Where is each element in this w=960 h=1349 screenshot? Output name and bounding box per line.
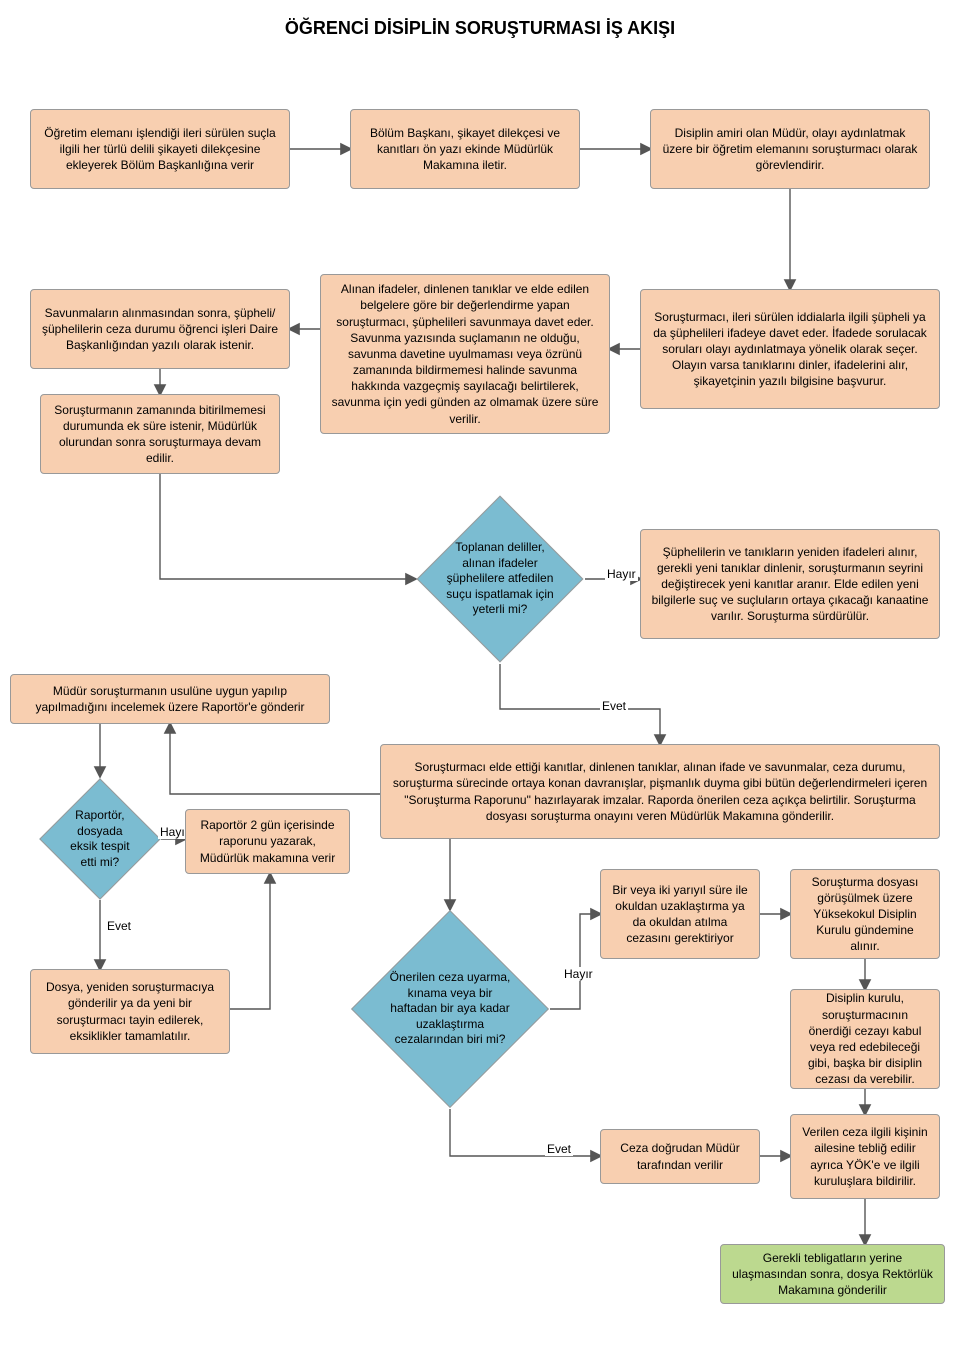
- process-n1: Öğretim elemanı işlendiği ileri sürülen …: [30, 109, 290, 189]
- process-n6a: Savunmaların alınmasından sonra, şüpheli…: [30, 289, 290, 369]
- process-n6b: Soruşturmanın zamanında bitirilmemesi du…: [40, 394, 280, 474]
- decision-d1: Toplanan deliller, alınan ifadeler şüphe…: [417, 496, 584, 663]
- edge-label-no-3: Hayır: [562, 967, 595, 981]
- terminator-n17: Gerekli tebligatların yerine ulaşmasında…: [720, 1244, 945, 1304]
- edge-label-yes-3: Evet: [545, 1142, 573, 1156]
- decision-d1-text: Toplanan deliller, alınan ifadeler şüphe…: [442, 536, 558, 622]
- process-n13: Soruşturma dosyası görüşülmek üzere Yüks…: [790, 869, 940, 959]
- process-n15: Ceza doğrudan Müdür tarafından verilir: [600, 1129, 760, 1184]
- process-n16: Verilen ceza ilgili kişinin ailesine teb…: [790, 1114, 940, 1199]
- decision-d3-text: Önerilen ceza uyarma, kınama veya bir ha…: [381, 966, 519, 1052]
- process-n14: Disiplin kurulu, soruşturmacının önerdiğ…: [790, 989, 940, 1089]
- process-n4: Soruşturmacı, ileri sürülen iddialarla i…: [640, 289, 940, 409]
- process-n3: Disiplin amiri olan Müdür, olayı aydınla…: [650, 109, 930, 189]
- edge-label-yes-1: Evet: [600, 699, 628, 713]
- decision-d2: Raportör, dosyada eksik tespit etti mi?: [39, 778, 161, 900]
- decision-d2-text: Raportör, dosyada eksik tespit etti mi?: [58, 804, 142, 874]
- process-n2: Bölüm Başkanı, şikayet dilekçesi ve kanı…: [350, 109, 580, 189]
- decision-d3: Önerilen ceza uyarma, kınama veya bir ha…: [351, 910, 549, 1108]
- process-n8: Müdür soruşturmanın usulüne uygun yapılı…: [10, 674, 330, 724]
- edge-label-yes-2: Evet: [105, 919, 133, 933]
- process-n5: Alınan ifadeler, dinlenen tanıklar ve el…: [320, 274, 610, 434]
- process-n7: Şüphelilerin ve tanıkların yeniden ifade…: [640, 529, 940, 639]
- process-n10: Raportör 2 gün içerisinde raporunu yazar…: [185, 809, 350, 874]
- flowchart-stage: Öğretim elemanı işlendiği ileri sürülen …: [0, 49, 960, 1349]
- edge-label-no-1: Hayır: [605, 567, 638, 581]
- process-n9: Soruşturmacı elde ettiği kanıtlar, dinle…: [380, 744, 940, 839]
- process-n12: Bir veya iki yarıyıl süre ile okuldan uz…: [600, 869, 760, 959]
- process-n11: Dosya, yeniden soruşturmacıya gönderilir…: [30, 969, 230, 1054]
- page-title: ÖĞRENCİ DİSİPLİN SORUŞTURMASI İŞ AKIŞI: [0, 0, 960, 49]
